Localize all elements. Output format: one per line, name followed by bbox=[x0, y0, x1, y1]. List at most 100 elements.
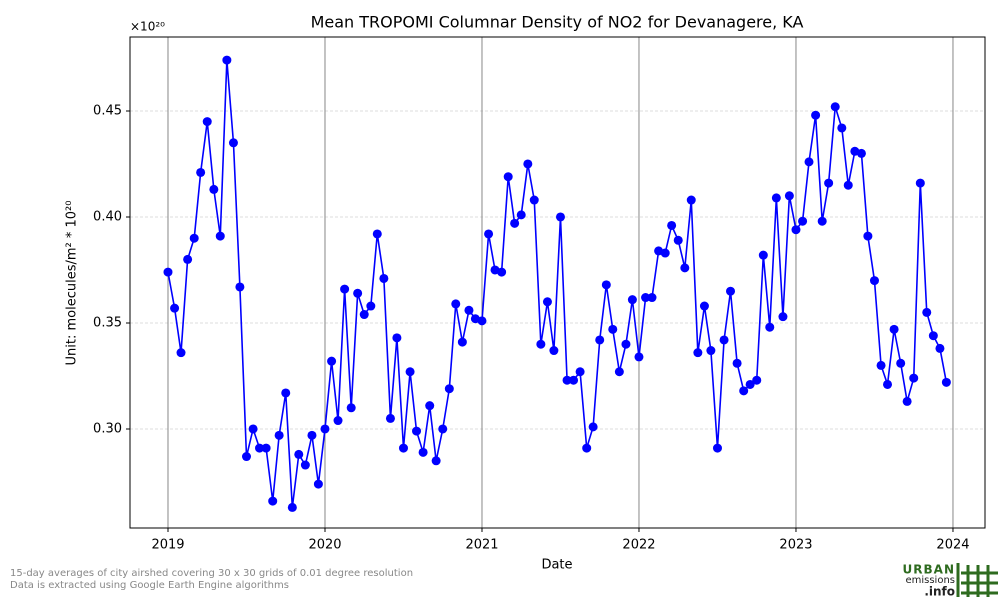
marker bbox=[215, 231, 225, 241]
marker bbox=[516, 210, 526, 220]
marker bbox=[784, 191, 794, 201]
marker bbox=[261, 443, 271, 453]
marker bbox=[889, 324, 899, 334]
chart-title: Mean TROPOMI Columnar Density of NO2 for… bbox=[311, 13, 804, 32]
marker bbox=[680, 263, 690, 273]
marker bbox=[660, 248, 670, 258]
x-tick-label: 2023 bbox=[779, 538, 812, 553]
marker bbox=[431, 456, 441, 466]
marker bbox=[379, 273, 389, 283]
marker bbox=[667, 220, 677, 230]
marker bbox=[869, 276, 879, 286]
marker bbox=[778, 312, 788, 322]
marker bbox=[876, 360, 886, 370]
x-tick-label: 2019 bbox=[151, 538, 184, 553]
marker bbox=[333, 416, 343, 426]
x-tick-label: 2021 bbox=[465, 538, 498, 553]
marker bbox=[575, 367, 585, 377]
marker bbox=[883, 379, 893, 389]
plot-frame bbox=[129, 36, 986, 529]
marker bbox=[457, 337, 467, 347]
y-tick-label: 0.30 bbox=[93, 421, 122, 436]
logo: URBAN emissions .info bbox=[903, 563, 998, 599]
marker bbox=[241, 452, 251, 462]
marker bbox=[915, 178, 925, 188]
marker bbox=[385, 413, 395, 423]
marker bbox=[294, 449, 304, 459]
marker bbox=[444, 384, 454, 394]
marker bbox=[170, 303, 180, 313]
marker bbox=[863, 231, 873, 241]
marker bbox=[477, 316, 487, 326]
marker bbox=[287, 502, 297, 512]
marker bbox=[510, 218, 520, 228]
marker bbox=[346, 403, 356, 413]
y-tick-label: 0.45 bbox=[93, 103, 122, 118]
marker bbox=[896, 358, 906, 368]
marker bbox=[281, 388, 291, 398]
marker bbox=[647, 293, 657, 303]
marker bbox=[412, 426, 422, 436]
marker bbox=[366, 301, 376, 311]
marker bbox=[163, 267, 173, 277]
marker bbox=[941, 377, 951, 387]
marker bbox=[595, 335, 605, 345]
marker bbox=[405, 367, 415, 377]
marker bbox=[909, 373, 919, 383]
marker bbox=[804, 157, 814, 167]
marker bbox=[673, 235, 683, 245]
marker bbox=[353, 288, 363, 298]
marker bbox=[248, 424, 258, 434]
marker bbox=[425, 401, 435, 411]
y-tick-label: 0.40 bbox=[93, 209, 122, 224]
marker bbox=[824, 178, 834, 188]
y-axis-label: Unit: molecules/m² * 10²⁰ bbox=[65, 201, 80, 366]
marker bbox=[228, 138, 238, 148]
marker bbox=[189, 233, 199, 243]
marker bbox=[817, 216, 827, 226]
marker bbox=[745, 379, 755, 389]
marker bbox=[765, 322, 775, 332]
line bbox=[167, 60, 948, 508]
logo-text: emissions bbox=[905, 575, 955, 586]
marker bbox=[176, 348, 186, 358]
marker bbox=[922, 307, 932, 317]
marker bbox=[798, 216, 808, 226]
marker bbox=[268, 496, 278, 506]
marker bbox=[464, 305, 474, 315]
marker bbox=[529, 195, 539, 205]
marker bbox=[569, 375, 579, 385]
marker bbox=[902, 396, 912, 406]
marker bbox=[438, 424, 448, 434]
marker bbox=[307, 430, 317, 440]
x-axis-label: Date bbox=[541, 558, 572, 573]
marker bbox=[359, 310, 369, 320]
logo-text: .info bbox=[924, 585, 955, 599]
marker bbox=[935, 343, 945, 353]
marker bbox=[562, 375, 572, 385]
marker bbox=[641, 293, 651, 303]
marker bbox=[771, 193, 781, 203]
marker bbox=[340, 284, 350, 294]
marker bbox=[372, 229, 382, 239]
marker bbox=[300, 460, 310, 470]
marker bbox=[752, 375, 762, 385]
marker bbox=[235, 282, 245, 292]
marker bbox=[843, 180, 853, 190]
marker bbox=[392, 333, 402, 343]
marker bbox=[274, 430, 284, 440]
marker bbox=[582, 443, 592, 453]
marker bbox=[739, 386, 749, 396]
marker bbox=[549, 346, 559, 356]
marker bbox=[719, 335, 729, 345]
marker bbox=[621, 339, 631, 349]
marker bbox=[732, 358, 742, 368]
footnote: 15-day averages of city airshed covering… bbox=[10, 568, 413, 579]
marker bbox=[699, 301, 709, 311]
marker bbox=[484, 229, 494, 239]
marker bbox=[327, 356, 337, 366]
logo-icon bbox=[956, 563, 998, 597]
marker bbox=[791, 225, 801, 235]
